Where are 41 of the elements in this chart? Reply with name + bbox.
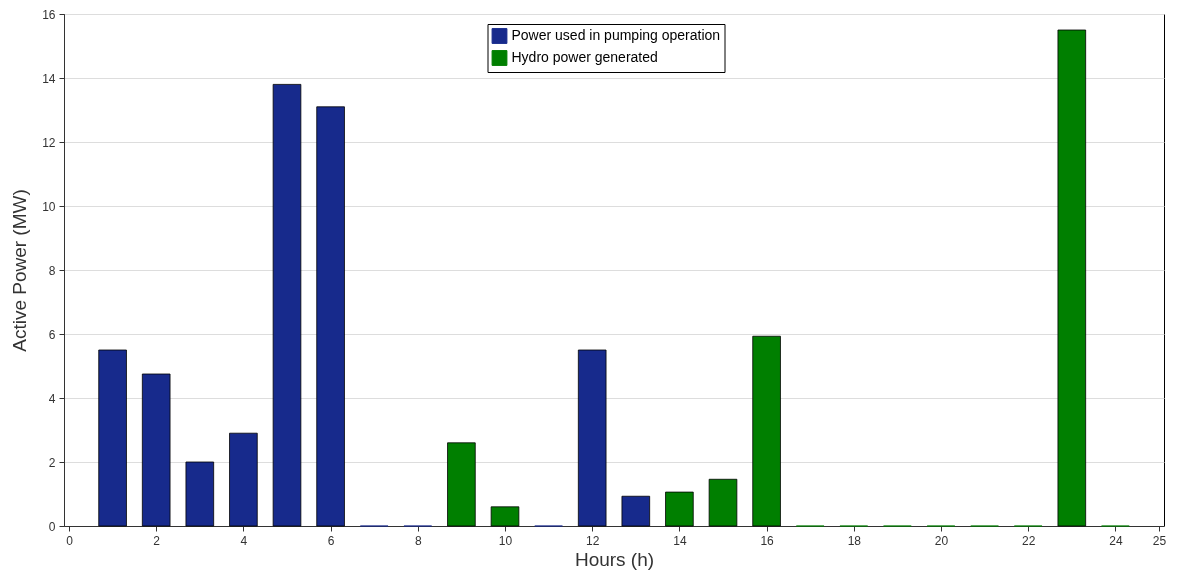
legend-label: Hydro power generated xyxy=(511,49,658,65)
y-tick-label: 4 xyxy=(48,391,56,406)
bar xyxy=(316,106,345,527)
x-tick-label: 25 xyxy=(1152,533,1167,548)
bar xyxy=(447,442,476,527)
bar xyxy=(752,335,781,527)
y-tick-label: 2 xyxy=(48,455,56,470)
y-tick-label: 0 xyxy=(48,519,56,534)
bar xyxy=(708,478,738,527)
bar xyxy=(185,461,215,527)
bar xyxy=(577,349,607,527)
bar xyxy=(665,491,694,527)
x-tick-label: 0 xyxy=(66,533,74,548)
x-tick-label: 24 xyxy=(1109,533,1123,548)
x-tick-label: 10 xyxy=(498,533,513,548)
y-tick-label: 10 xyxy=(42,199,56,214)
legend-label: Power used in pumping operation xyxy=(511,27,721,43)
y-tick-label: 12 xyxy=(42,135,56,150)
x-tick-label: 6 xyxy=(327,533,335,548)
x-tick-label: 4 xyxy=(240,533,248,548)
bar xyxy=(1057,29,1087,527)
y-tick-label: 16 xyxy=(42,7,56,22)
x-tick-label: 16 xyxy=(760,533,775,548)
y-tick-label: 6 xyxy=(48,327,56,342)
x-tick-label: 22 xyxy=(1022,533,1036,548)
x-axis-title: Hours (h) xyxy=(574,548,655,570)
bar xyxy=(490,506,520,527)
x-tick-label: 8 xyxy=(414,533,422,548)
x-tick-label: 2 xyxy=(153,533,161,548)
bar xyxy=(272,84,302,527)
y-axis-title: Active Power (MW) xyxy=(9,189,31,352)
y-tick-label: 14 xyxy=(42,71,56,86)
bar xyxy=(141,373,171,527)
bar xyxy=(621,495,651,527)
bar xyxy=(98,349,127,527)
y-tick-label: 8 xyxy=(48,263,56,278)
x-tick-label: 14 xyxy=(673,533,687,548)
x-tick-label: 12 xyxy=(586,533,600,548)
bar xyxy=(229,432,258,527)
x-tick-label: 20 xyxy=(934,533,949,548)
x-tick-label: 18 xyxy=(847,533,862,548)
